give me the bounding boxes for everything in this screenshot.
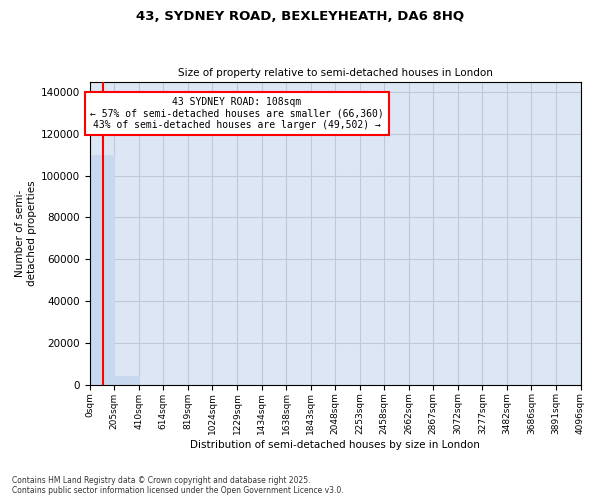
- Text: Contains HM Land Registry data © Crown copyright and database right 2025.
Contai: Contains HM Land Registry data © Crown c…: [12, 476, 344, 495]
- Title: Size of property relative to semi-detached houses in London: Size of property relative to semi-detach…: [178, 68, 493, 78]
- X-axis label: Distribution of semi-detached houses by size in London: Distribution of semi-detached houses by …: [190, 440, 480, 450]
- Y-axis label: Number of semi-
detached properties: Number of semi- detached properties: [15, 180, 37, 286]
- Bar: [115, 376, 139, 384]
- Bar: [90, 154, 115, 384]
- Text: 43, SYDNEY ROAD, BEXLEYHEATH, DA6 8HQ: 43, SYDNEY ROAD, BEXLEYHEATH, DA6 8HQ: [136, 10, 464, 23]
- Text: 43 SYDNEY ROAD: 108sqm
← 57% of semi-detached houses are smaller (66,360)
43% of: 43 SYDNEY ROAD: 108sqm ← 57% of semi-det…: [90, 96, 384, 130]
